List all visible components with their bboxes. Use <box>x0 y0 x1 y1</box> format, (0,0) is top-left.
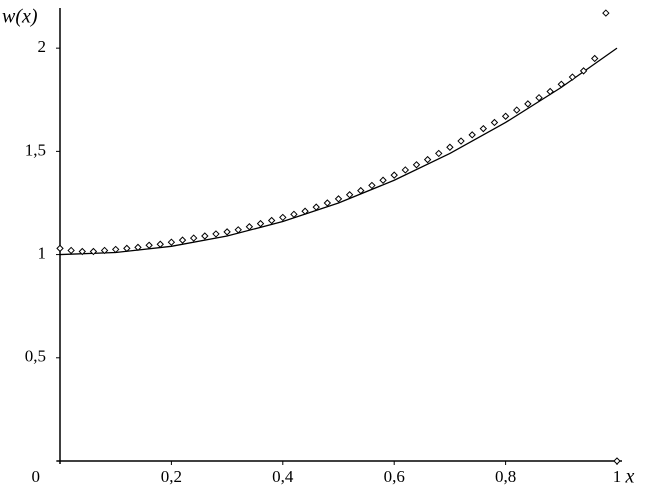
point <box>613 457 621 465</box>
point <box>602 9 610 17</box>
point <box>490 118 499 127</box>
point <box>223 228 231 236</box>
point <box>379 176 387 184</box>
point <box>201 232 209 240</box>
point <box>368 181 376 190</box>
point <box>345 191 354 199</box>
x-tick-label: 0,6 <box>384 467 405 486</box>
point <box>67 246 75 255</box>
point <box>189 234 198 242</box>
point <box>501 112 510 120</box>
point <box>245 223 254 231</box>
y-tick-label: 0,5 <box>25 347 46 366</box>
point <box>390 171 398 179</box>
point <box>546 87 554 96</box>
curve <box>59 47 618 256</box>
point <box>167 238 176 246</box>
point <box>423 155 432 164</box>
x-tick-label: 0,8 <box>495 467 516 486</box>
y-tick-label: 0 <box>32 467 41 486</box>
x-tick-label: 1 <box>613 467 622 486</box>
point <box>267 216 276 225</box>
point <box>279 213 287 222</box>
point <box>435 149 443 158</box>
point <box>212 230 220 238</box>
point <box>323 199 332 207</box>
x-tick-label: 0,4 <box>272 467 294 486</box>
point <box>78 247 86 256</box>
x-axis-label: x <box>625 466 635 488</box>
point <box>479 124 488 133</box>
point <box>412 161 421 169</box>
point <box>234 226 242 234</box>
point <box>334 195 343 203</box>
point <box>524 100 532 108</box>
point <box>568 73 577 81</box>
y-tick-label: 1,5 <box>25 140 46 159</box>
point <box>134 243 142 252</box>
point <box>401 166 410 174</box>
point <box>123 244 131 253</box>
y-axis-label: w(x) <box>2 6 38 28</box>
point <box>100 246 109 255</box>
y-tick-label: 1 <box>38 243 47 262</box>
point <box>357 186 365 195</box>
y-tick-label: 2 <box>38 37 47 56</box>
point <box>256 219 265 228</box>
point <box>290 210 298 219</box>
point <box>513 106 521 114</box>
point <box>111 245 120 254</box>
point <box>591 54 599 63</box>
point <box>145 241 153 249</box>
point <box>535 93 543 102</box>
point <box>178 236 187 244</box>
point <box>56 244 64 253</box>
point <box>156 240 164 248</box>
x-tick-label: 0,2 <box>161 467 182 486</box>
point <box>457 137 465 145</box>
point <box>579 67 588 75</box>
point <box>468 131 476 139</box>
point <box>557 80 566 88</box>
point <box>301 207 309 215</box>
point <box>446 143 454 151</box>
point <box>312 203 320 211</box>
point <box>89 247 98 256</box>
